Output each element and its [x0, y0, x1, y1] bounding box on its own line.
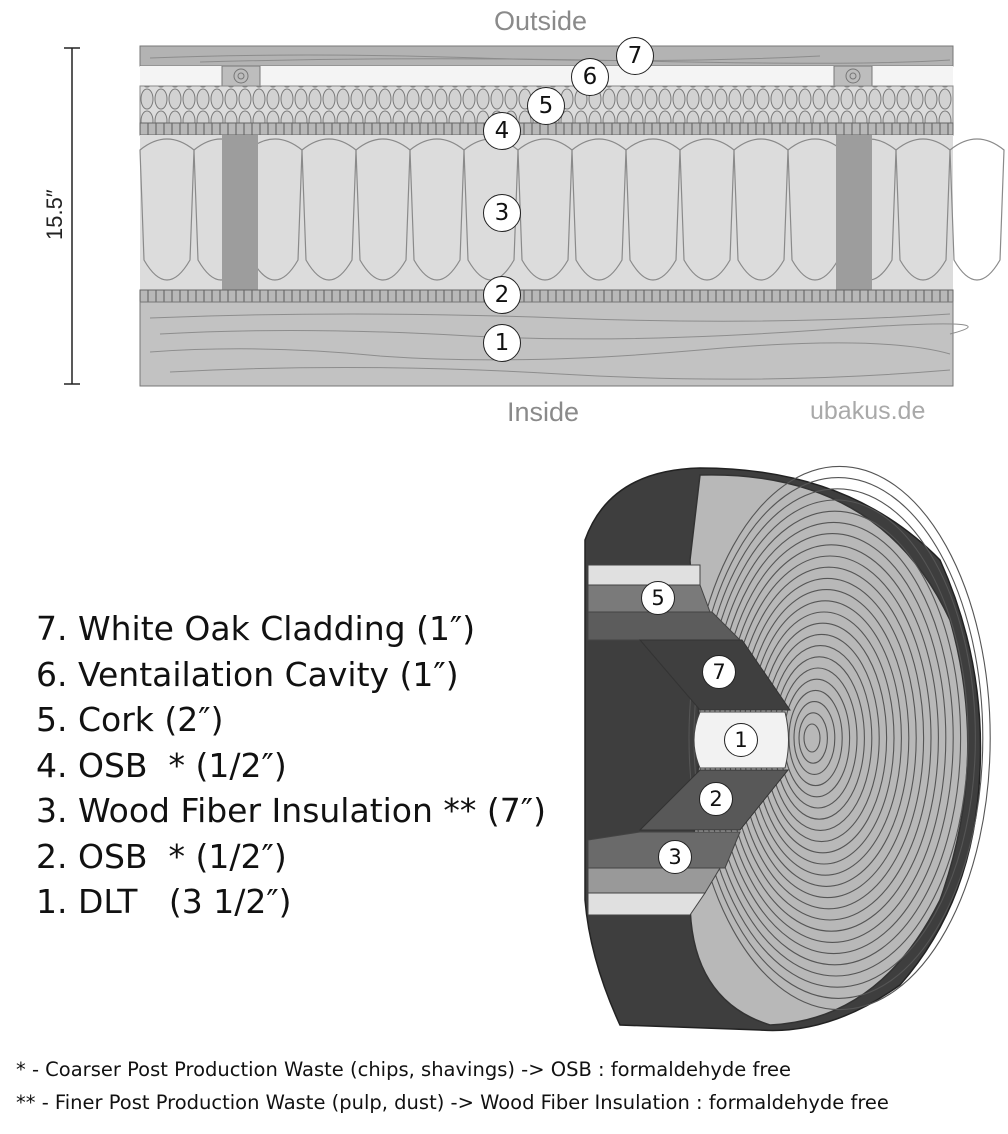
log-marker-1: 1 [724, 723, 758, 757]
credit-label: ubakus.de [810, 397, 926, 425]
insulation-loop [571, 138, 627, 281]
tree-ring [788, 689, 843, 787]
legend-item-7: 7. White Oak Cladding (1″) [36, 609, 476, 648]
callout-6: 6 [571, 58, 609, 96]
insulation-loop [139, 138, 195, 281]
footnote-single-star: * - Coarser Post Production Waste (chips… [16, 1058, 791, 1081]
insulation-loop [463, 138, 519, 281]
inside-label: Inside [507, 397, 580, 427]
footnotes: * - Coarser Post Production Waste (chips… [16, 1053, 889, 1119]
insulation-loop [895, 138, 951, 281]
outside-label: Outside [494, 6, 588, 36]
tree-ring [688, 465, 991, 1011]
legend-item-3: 3. Wood Fiber Insulation ** (7″) [36, 791, 546, 830]
insulation-loop [355, 138, 411, 281]
insulation-loop [247, 138, 303, 281]
legend-item-2: 2. OSB * (1/2″) [36, 836, 287, 876]
layer-dlt [139, 301, 969, 387]
log-marker-3: 3 [658, 840, 692, 874]
legend-item-6: 6. Ventailation Cavity (1″) [36, 654, 459, 694]
tree-ring [798, 712, 828, 764]
insulation-loop [949, 138, 1005, 281]
callout-4: 4 [483, 112, 521, 150]
callout-3: 3 [483, 194, 521, 232]
layer-cladding [139, 45, 954, 67]
insulation-loop [409, 138, 465, 281]
log-marker-5: 5 [641, 581, 675, 615]
insulation-loop [301, 138, 357, 281]
legend-item-5: 5. Cork (2″) [36, 700, 224, 739]
insulation-loop [517, 138, 573, 281]
insulation-loop [733, 138, 789, 281]
log-marker-7: 7 [702, 655, 736, 689]
callout-2: 2 [483, 276, 521, 314]
log-end-grain [688, 465, 991, 1026]
log-marker-2: 2 [699, 782, 733, 816]
tree-ring [803, 723, 821, 753]
callout-7: 7 [616, 37, 654, 75]
insulation-loop [625, 138, 681, 281]
layer-wood-fiber-insulation [139, 135, 1005, 290]
legend-item-1: 1. DLT (3 1/2″) [36, 882, 292, 921]
callout-5: 5 [527, 87, 565, 125]
layer-legend: 7. White Oak Cladding (1″) 6. Ventailati… [36, 606, 546, 925]
footnote-double-star: ** - Finer Post Production Waste (pulp, … [16, 1091, 889, 1114]
legend-item-4: 4. OSB * (1/2″) [36, 745, 287, 785]
insulation-loop [679, 138, 735, 281]
tree-ring [793, 701, 836, 775]
callout-1: 1 [483, 324, 521, 362]
